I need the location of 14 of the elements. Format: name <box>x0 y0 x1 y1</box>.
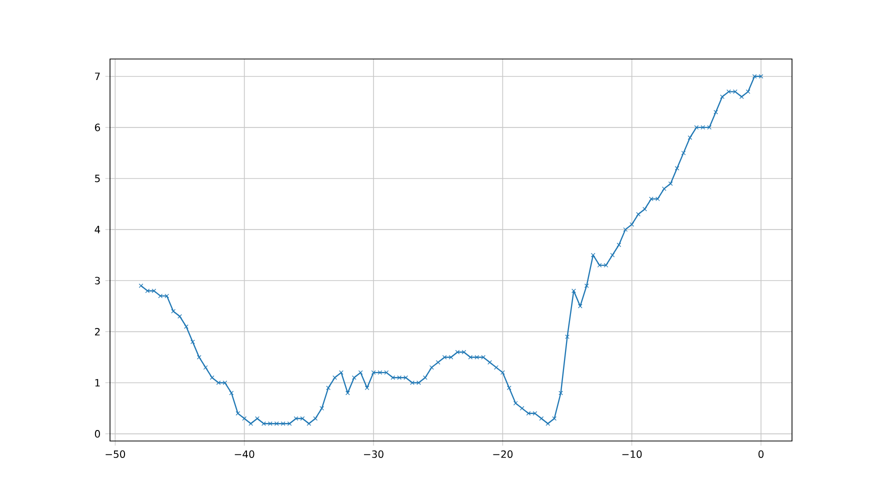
y-tick-label: 5 <box>95 174 100 182</box>
x-tick-label: −40 <box>234 450 254 458</box>
x-tick-label: 0 <box>758 450 764 458</box>
y-tick-label: 3 <box>95 276 100 284</box>
y-tick-label: 2 <box>95 328 100 336</box>
y-tick-label: 7 <box>95 72 100 80</box>
x-tick-label: −20 <box>493 450 513 458</box>
y-tick-label: 4 <box>94 226 100 234</box>
y-tick-label: 6 <box>94 124 100 132</box>
x-tick-label: −10 <box>622 450 642 458</box>
y-tick-label: 0 <box>94 430 100 438</box>
x-tick-label: −30 <box>364 450 384 458</box>
x-tick-label: −50 <box>106 450 126 458</box>
y-tick-label: 1 <box>95 379 100 386</box>
